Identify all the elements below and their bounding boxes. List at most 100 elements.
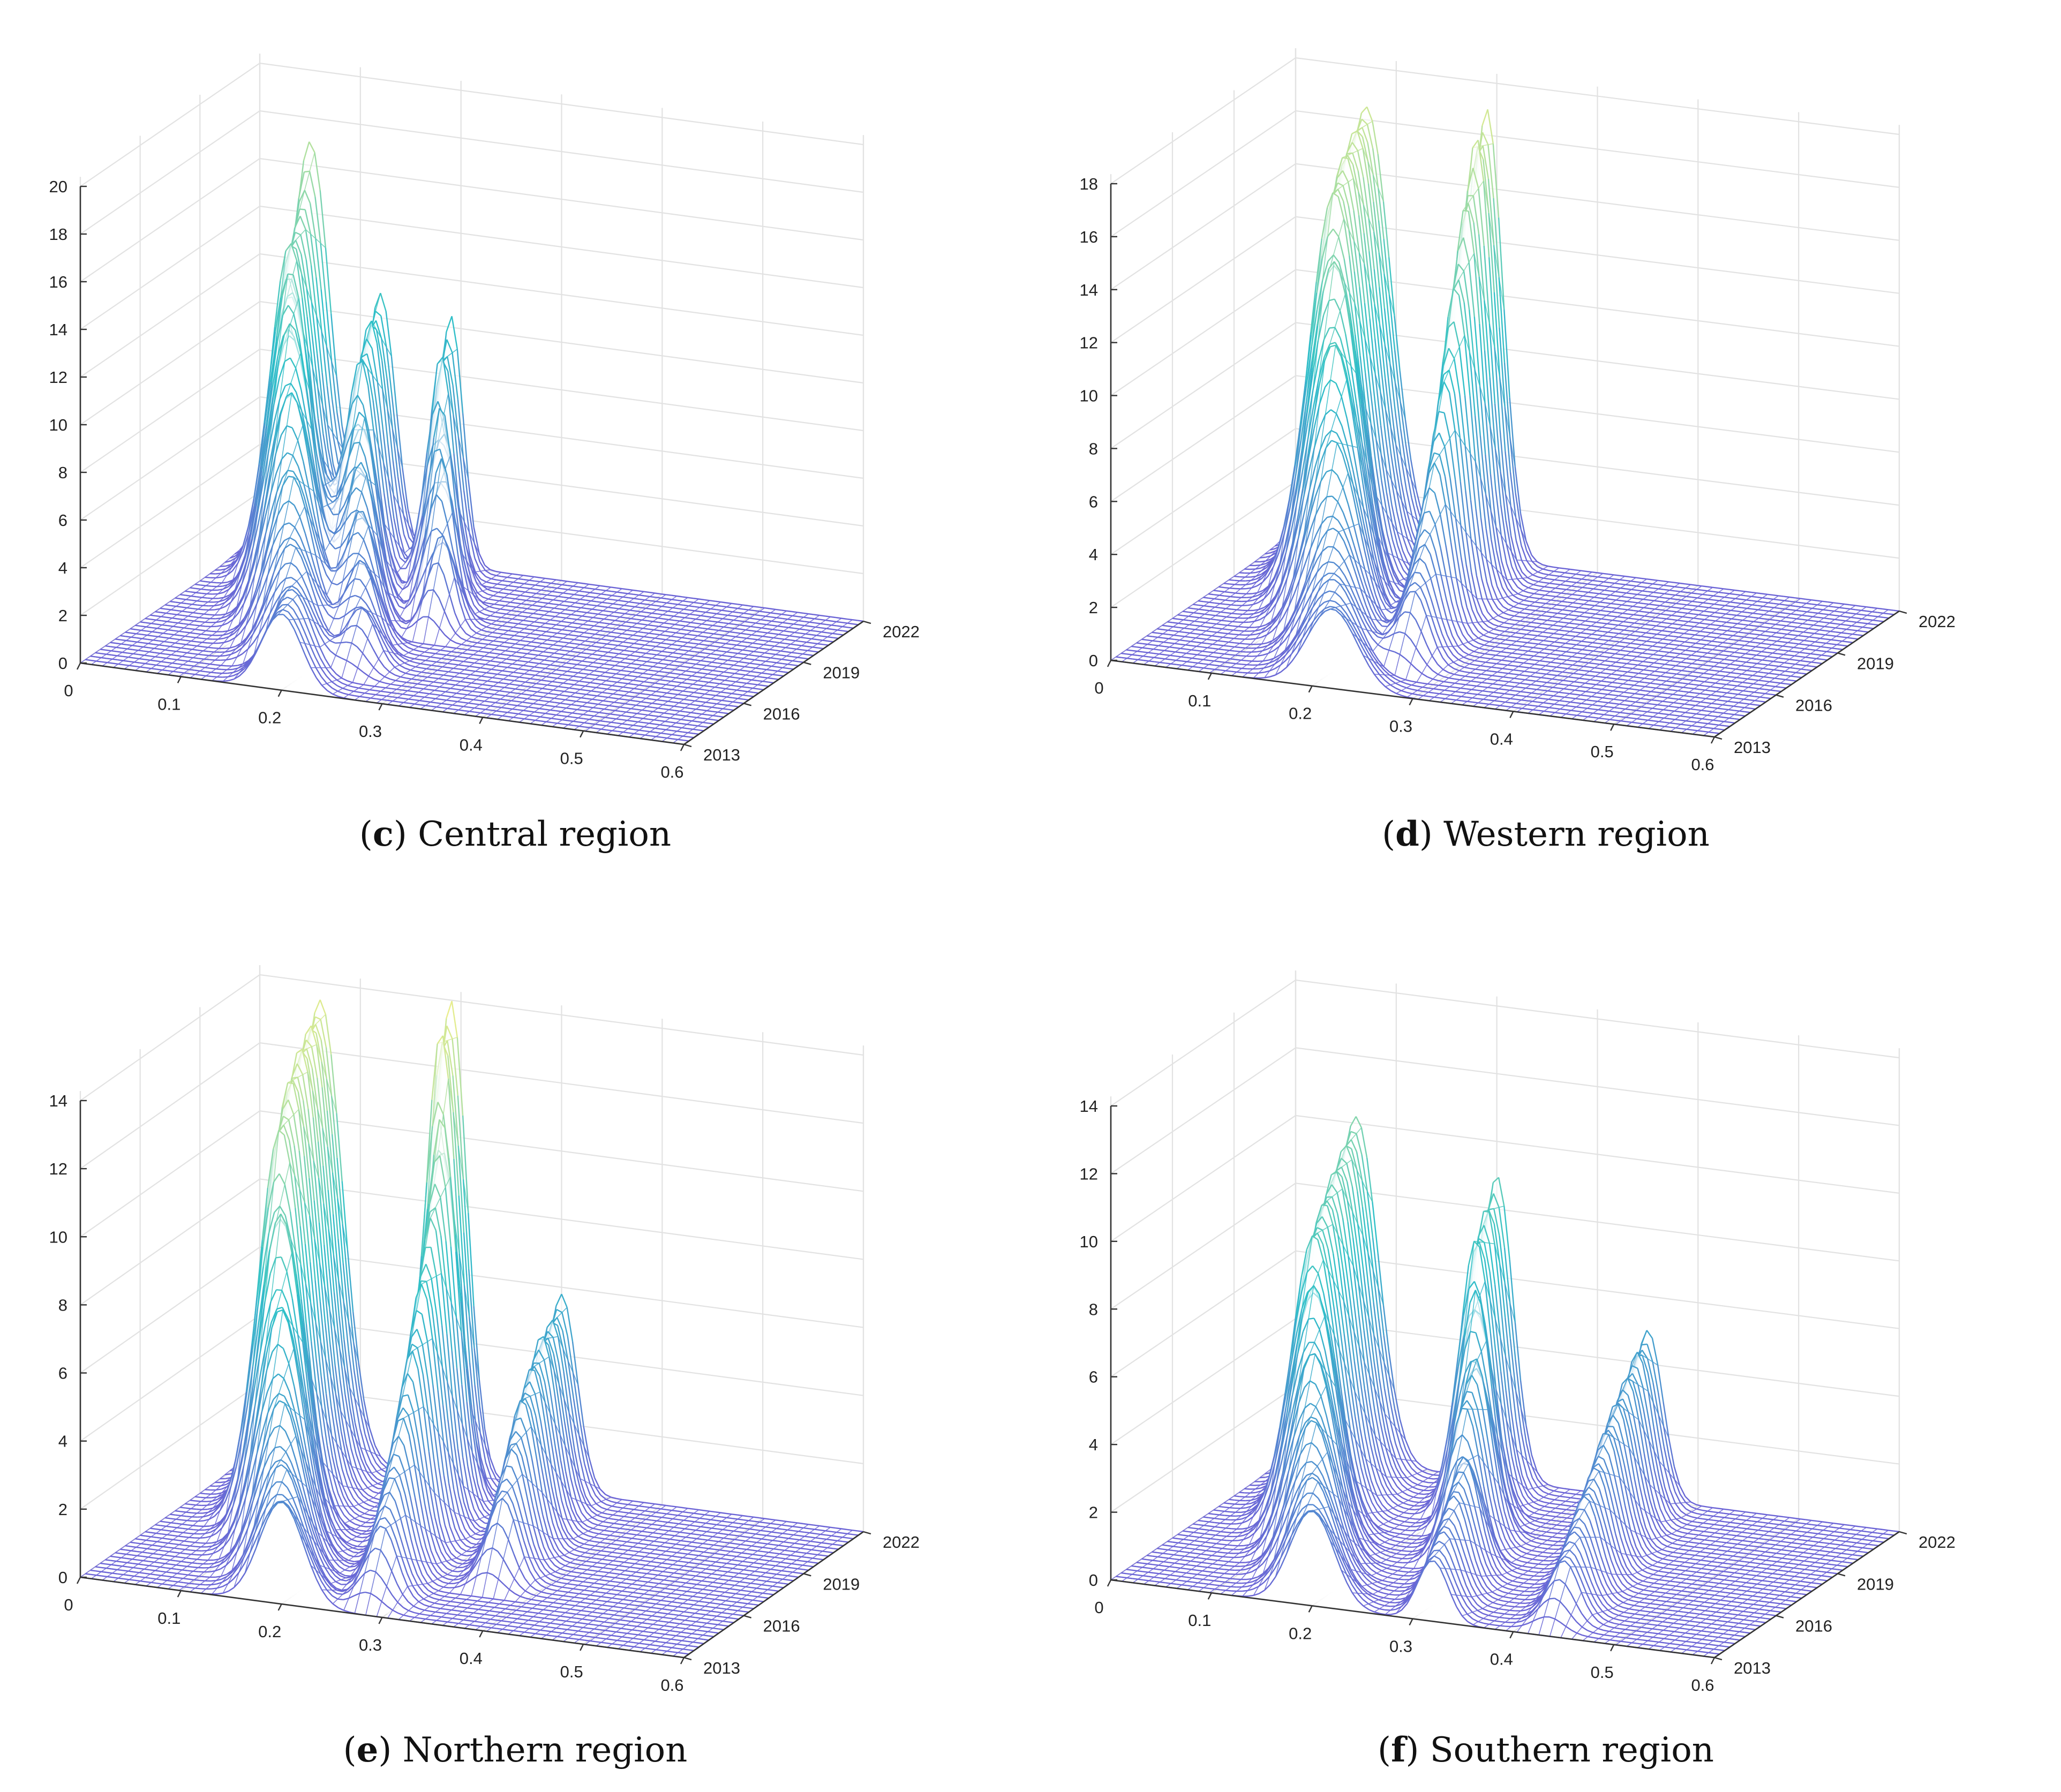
surface-line	[452, 655, 458, 658]
surface-line	[737, 694, 743, 696]
surface-mesh-line	[525, 596, 532, 601]
surface-mesh-line	[140, 618, 146, 622]
surface-line	[401, 627, 407, 630]
surface-line	[317, 592, 324, 606]
surface-line	[370, 577, 377, 598]
surface-line	[375, 329, 383, 361]
surface-mesh-line	[532, 601, 538, 606]
surface-mesh-line	[509, 590, 515, 594]
surface-line	[235, 578, 242, 591]
surface-line	[477, 592, 484, 598]
surface-line	[229, 589, 236, 597]
surface-line	[651, 612, 658, 615]
surface-line	[261, 560, 268, 578]
surface-mesh-line	[593, 622, 599, 627]
surface-mesh-line	[648, 666, 653, 671]
surface-line	[547, 684, 553, 687]
surface-line	[615, 669, 621, 672]
surface-mesh-line	[671, 677, 676, 682]
surface-mesh-line	[648, 621, 653, 626]
surface-line	[487, 589, 493, 592]
surface-mesh-line	[309, 487, 314, 492]
surface-line	[654, 633, 660, 636]
surface-line	[292, 455, 299, 467]
surface-line	[631, 671, 638, 674]
surface-mesh-line	[300, 229, 306, 235]
surface-line	[578, 590, 585, 593]
surface-mesh-line	[508, 672, 514, 676]
surface-mesh-line	[277, 315, 283, 357]
surface-line	[505, 646, 510, 648]
surface-line	[334, 529, 341, 535]
surface-mesh-line	[526, 687, 532, 691]
surface-line	[680, 620, 686, 623]
surface-line	[595, 634, 601, 636]
surface-line	[301, 411, 308, 438]
surface-line	[512, 573, 518, 576]
surface-line	[601, 688, 607, 690]
surface-mesh-line	[760, 661, 766, 665]
surface-line	[322, 405, 329, 449]
surface-mesh-line	[476, 675, 482, 680]
surface-mesh-line	[531, 638, 537, 643]
surface-line	[410, 669, 417, 672]
surface-line	[194, 583, 201, 586]
surface-mesh-line	[168, 626, 174, 630]
surface-line	[225, 601, 231, 607]
surface-line	[311, 577, 318, 593]
surface-line	[328, 630, 335, 637]
surface-line	[623, 600, 629, 603]
surface-line	[510, 606, 516, 608]
surface-mesh-line	[655, 679, 660, 684]
surface-mesh-line	[512, 660, 518, 665]
surface-mesh-line	[195, 634, 201, 638]
surface-line	[611, 591, 618, 593]
surface-mesh-line	[580, 596, 585, 600]
surface-line	[325, 484, 332, 498]
surface-line	[341, 545, 348, 559]
surface-mesh-line	[783, 627, 789, 631]
surface-line	[477, 637, 483, 641]
surface-line	[642, 709, 648, 712]
surface-mesh-line	[702, 628, 708, 633]
surface-line	[480, 671, 487, 674]
surface-line	[453, 415, 460, 472]
surface-line	[125, 636, 132, 638]
surface-line	[277, 524, 284, 533]
surface-mesh-line	[438, 674, 444, 679]
surface-line	[831, 624, 837, 627]
surface-line	[513, 581, 519, 584]
surface-mesh-line	[715, 601, 721, 606]
surface-line	[728, 623, 734, 625]
surface-line	[389, 531, 396, 557]
surface-line	[507, 666, 513, 669]
surface-line	[233, 571, 240, 582]
surface-line	[293, 313, 300, 339]
surface-mesh-line	[708, 670, 713, 675]
surface-line	[224, 560, 231, 563]
surface-line	[636, 659, 642, 662]
surface-line	[487, 680, 493, 683]
surface-line	[645, 652, 652, 655]
surface-mesh-line	[219, 642, 224, 649]
surface-line	[402, 581, 408, 584]
surface-line	[303, 461, 310, 488]
surface-line	[345, 626, 352, 631]
surface-line	[329, 542, 336, 549]
surface-mesh-line	[657, 614, 664, 619]
surface-line	[476, 583, 483, 592]
surface-line	[221, 615, 227, 619]
surface-mesh-line	[616, 678, 622, 683]
surface-mesh-line	[652, 707, 658, 712]
surface-line	[309, 171, 316, 197]
surface-line	[398, 605, 405, 609]
surface-line	[708, 677, 714, 680]
surface-line	[655, 637, 661, 640]
surface-line	[396, 583, 403, 590]
surface-line	[705, 657, 712, 659]
surface-line	[696, 622, 702, 625]
surface-mesh-line	[671, 596, 678, 600]
surface-mesh-line	[289, 527, 296, 538]
surface-mesh-line	[496, 662, 502, 667]
surface-mesh-line	[739, 621, 745, 626]
